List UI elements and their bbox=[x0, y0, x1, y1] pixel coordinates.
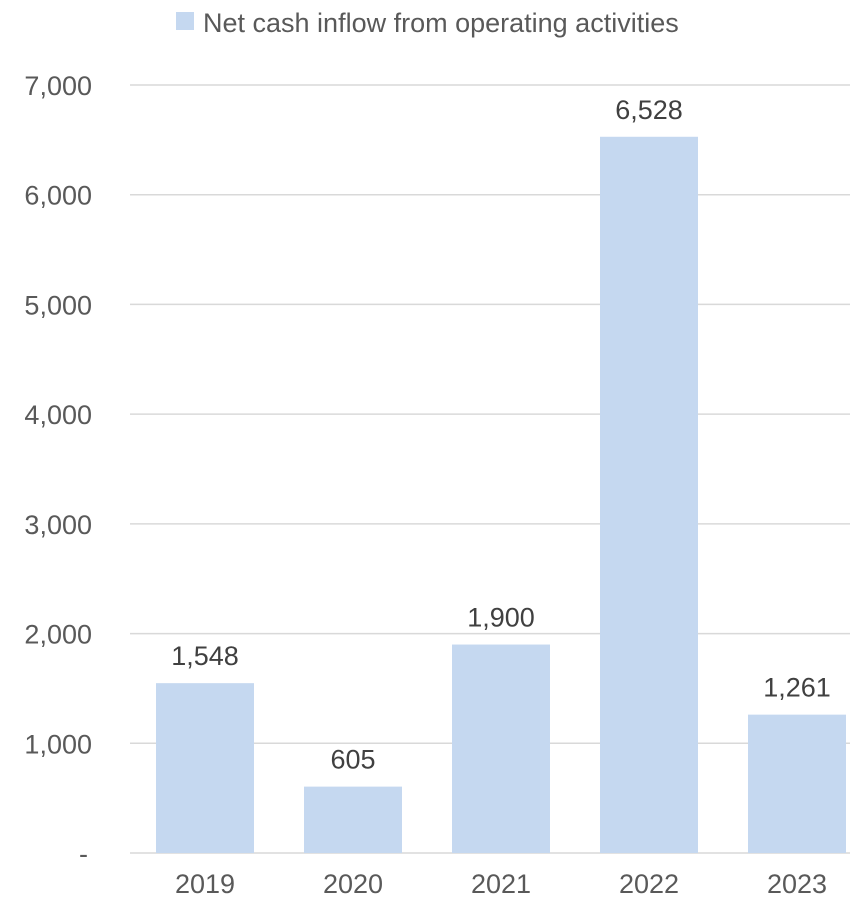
data-label-2020: 605 bbox=[330, 745, 375, 775]
x-tick-label-2021: 2021 bbox=[471, 869, 531, 899]
y-tick-label: 1,000 bbox=[24, 729, 92, 759]
y-axis-tick-labels: - 1,000 2,000 3,000 4,000 5,000 6,000 7,000 bbox=[24, 71, 92, 869]
y-tick-label: 7,000 bbox=[24, 71, 92, 101]
x-tick-label-2019: 2019 bbox=[175, 869, 235, 899]
y-tick-label: 3,000 bbox=[24, 510, 92, 540]
bars bbox=[156, 137, 846, 853]
data-label-2022: 6,528 bbox=[615, 95, 683, 125]
data-label-2021: 1,900 bbox=[467, 603, 535, 633]
data-label-2023: 1,261 bbox=[763, 673, 831, 703]
x-axis-tick-labels: 2019 2020 2021 2022 2023 bbox=[175, 869, 827, 899]
legend-label: Net cash inflow from operating activitie… bbox=[203, 8, 679, 38]
y-tick-label: 4,000 bbox=[24, 400, 92, 430]
y-tick-label: 2,000 bbox=[24, 620, 92, 650]
legend: Net cash inflow from operating activitie… bbox=[176, 8, 679, 38]
y-tick-label: 5,000 bbox=[24, 290, 92, 320]
y-tick-label: - bbox=[79, 839, 88, 869]
y-tick-label: 6,000 bbox=[24, 181, 92, 211]
bar-2023 bbox=[748, 715, 846, 853]
data-label-2019: 1,548 bbox=[171, 641, 239, 671]
x-tick-label-2020: 2020 bbox=[323, 869, 383, 899]
bar-2019 bbox=[156, 683, 254, 853]
bar-2021 bbox=[452, 645, 550, 853]
x-tick-label-2022: 2022 bbox=[619, 869, 679, 899]
bar-2020 bbox=[304, 787, 402, 853]
x-tick-label-2023: 2023 bbox=[767, 869, 827, 899]
legend-swatch bbox=[176, 12, 194, 30]
bar-2022 bbox=[600, 137, 698, 853]
